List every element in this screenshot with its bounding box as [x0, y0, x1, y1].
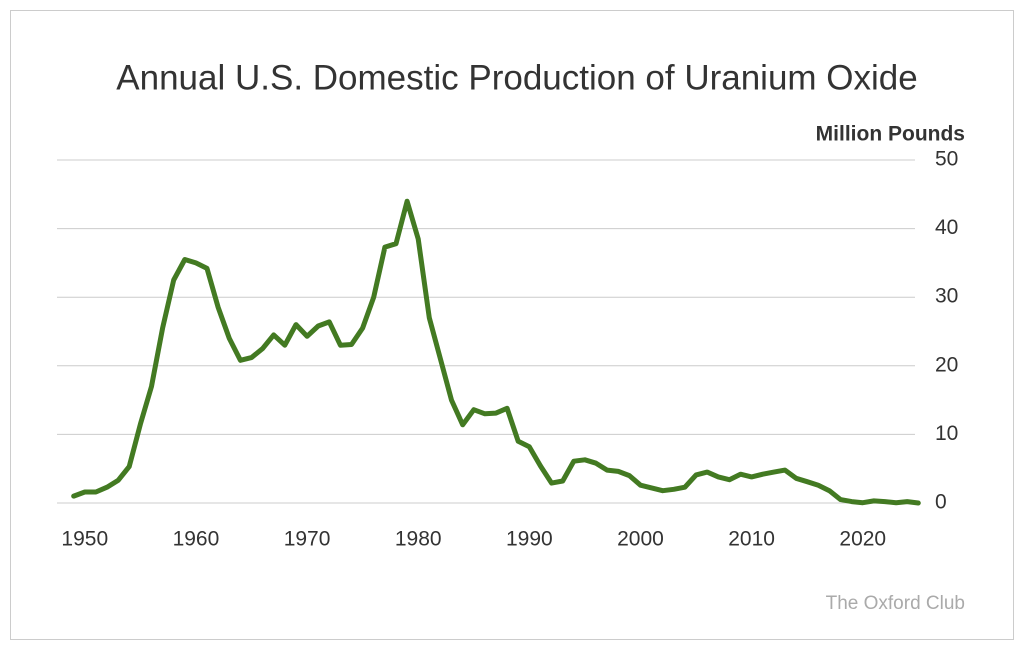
- y-tick-label: 30: [935, 285, 958, 308]
- chart-title: Annual U.S. Domestic Production of Urani…: [116, 58, 917, 97]
- x-tick-label: 2000: [617, 528, 664, 551]
- y-tick-label: 50: [935, 148, 958, 171]
- y-tick-label: 10: [935, 422, 958, 445]
- y-tick-label: 40: [935, 216, 958, 239]
- x-tick-label: 1950: [61, 528, 108, 551]
- x-tick-label: 1990: [506, 528, 553, 551]
- x-tick-label: 2020: [839, 528, 886, 551]
- x-tick-label: 1980: [395, 528, 442, 551]
- frame: [10, 10, 1014, 640]
- source: The Oxford Club: [826, 593, 965, 614]
- x-tick-label: 1960: [173, 528, 220, 551]
- y-tick-label: 0: [935, 491, 947, 514]
- y-axis-label: Million Pounds: [816, 123, 965, 146]
- data-line: [71, 198, 921, 506]
- x-tick-label: 1970: [284, 528, 331, 551]
- x-tick-label: 2010: [728, 528, 775, 551]
- y-tick-label: 20: [935, 353, 958, 376]
